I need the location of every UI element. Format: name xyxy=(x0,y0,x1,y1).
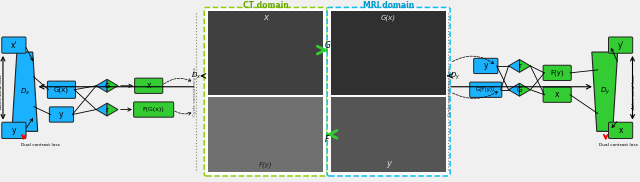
Text: CT domain: CT domain xyxy=(243,1,289,10)
Text: G(x): G(x) xyxy=(54,86,69,93)
Text: y': y' xyxy=(618,41,624,50)
Text: r: r xyxy=(106,106,109,112)
Text: Cycle consistency loss: Cycle consistency loss xyxy=(447,67,452,116)
FancyBboxPatch shape xyxy=(543,65,572,80)
Polygon shape xyxy=(520,83,531,96)
Text: Adversarial loss: Adversarial loss xyxy=(0,74,3,109)
FancyBboxPatch shape xyxy=(2,122,26,139)
Text: G: G xyxy=(324,41,330,50)
Text: F(y): F(y) xyxy=(550,70,564,76)
Text: MRI domain: MRI domain xyxy=(363,1,414,10)
FancyBboxPatch shape xyxy=(327,7,450,176)
Text: Dual contrast loss: Dual contrast loss xyxy=(21,143,60,147)
Polygon shape xyxy=(107,79,118,92)
Text: F(y): F(y) xyxy=(259,162,273,168)
Text: G(x): G(x) xyxy=(381,14,396,21)
Text: x: x xyxy=(147,81,151,90)
FancyBboxPatch shape xyxy=(609,122,633,139)
Text: F: F xyxy=(325,135,330,144)
Text: G: G xyxy=(104,83,109,89)
Text: G: G xyxy=(516,87,522,93)
Polygon shape xyxy=(96,79,107,92)
Polygon shape xyxy=(509,60,520,72)
Text: $D_y$: $D_y$ xyxy=(450,70,460,82)
Text: x: x xyxy=(618,126,623,135)
Text: y: y xyxy=(12,126,16,135)
FancyBboxPatch shape xyxy=(470,82,502,97)
FancyBboxPatch shape xyxy=(474,58,498,74)
Text: F(G(x)): F(G(x)) xyxy=(143,107,164,112)
FancyBboxPatch shape xyxy=(204,7,327,176)
FancyBboxPatch shape xyxy=(543,87,572,102)
Text: x': x' xyxy=(11,41,17,50)
Text: Dual contrast loss: Dual contrast loss xyxy=(599,143,638,147)
Text: r: r xyxy=(518,63,521,69)
Polygon shape xyxy=(509,83,520,96)
Text: Cycle consistency loss: Cycle consistency loss xyxy=(193,67,197,116)
Bar xyxy=(208,97,323,172)
FancyBboxPatch shape xyxy=(49,107,74,122)
Polygon shape xyxy=(96,103,107,116)
Text: $D_y$: $D_y$ xyxy=(600,86,610,97)
Bar xyxy=(331,11,446,95)
Text: $D_x$: $D_x$ xyxy=(191,71,201,81)
Text: y: y xyxy=(484,62,488,70)
Text: x: x xyxy=(263,13,268,22)
Bar xyxy=(331,97,446,172)
Text: G(F(y)): G(F(y)) xyxy=(476,87,495,92)
Text: y: y xyxy=(386,159,391,168)
FancyBboxPatch shape xyxy=(609,37,633,53)
Polygon shape xyxy=(520,60,531,72)
Polygon shape xyxy=(12,52,38,131)
Text: Adversarial loss: Adversarial loss xyxy=(632,74,636,109)
Polygon shape xyxy=(107,103,118,116)
Bar xyxy=(208,11,323,95)
Text: x: x xyxy=(555,90,559,99)
FancyBboxPatch shape xyxy=(2,37,26,53)
FancyBboxPatch shape xyxy=(47,81,76,98)
FancyBboxPatch shape xyxy=(134,102,173,117)
Text: $D_x$: $D_x$ xyxy=(20,87,30,97)
FancyBboxPatch shape xyxy=(134,78,163,93)
Polygon shape xyxy=(592,52,618,131)
Text: y: y xyxy=(60,110,64,119)
